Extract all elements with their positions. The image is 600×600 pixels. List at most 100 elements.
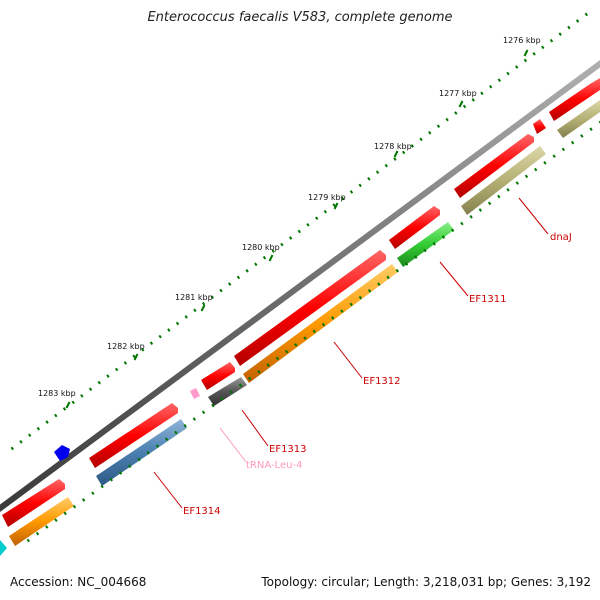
ruler-dot-inner — [164, 437, 169, 442]
gene-callouts — [153, 197, 549, 509]
ruler-dot-inner — [386, 275, 390, 280]
ruler-dots — [10, 12, 588, 451]
cds-outer-strand — [2, 78, 600, 527]
ruler-dot-inner — [63, 511, 67, 516]
ruler-dot — [141, 347, 145, 352]
accession-text: Accession: NC_004668 — [10, 575, 147, 589]
ruler-dot-inner — [118, 471, 123, 475]
ruler-dot-inner — [238, 383, 243, 388]
ruler-dot — [436, 124, 441, 128]
ruler-dot — [54, 413, 58, 418]
ruler-dot-inner — [395, 268, 399, 273]
ruler-dot-inner — [174, 430, 178, 435]
ruler-dot-inner — [423, 248, 427, 253]
gene-labels: dnaJ EF1311 EF1312 EF1313 tRNA-Leu-4 EF1… — [183, 232, 572, 517]
ruler-dot-inner — [321, 322, 326, 327]
ruler-dot — [219, 288, 223, 293]
ruler-dot-inner — [26, 538, 30, 543]
ruler-dot — [532, 52, 536, 56]
ruler-dot — [28, 433, 32, 438]
gene-tRNA-Leu-4 — [190, 388, 200, 399]
ruler-dot — [88, 387, 93, 392]
ruler-dot — [167, 328, 171, 332]
gene-EF1313 — [208, 377, 247, 406]
ruler-dot-inner — [54, 518, 58, 522]
ruler-dot-inner — [340, 309, 344, 313]
tick-label-1277: 1277 kbp — [439, 89, 477, 98]
label-EF1314: EF1314 — [183, 506, 221, 517]
cds-red-2 — [533, 119, 546, 134]
ruler-dot — [158, 334, 162, 339]
ruler-dot — [45, 420, 49, 424]
ruler-dot-inner — [331, 316, 335, 320]
kbp-tick-2 — [393, 150, 399, 158]
ruler-dot — [10, 446, 14, 451]
callout-line-EF1314 — [153, 471, 183, 509]
ruler-dot — [262, 255, 267, 260]
ruler-dot — [497, 78, 501, 82]
blue-marker — [54, 445, 70, 461]
tick-label-1280: 1280 kbp — [242, 243, 280, 252]
ruler-dot-inner — [580, 134, 584, 138]
ruler-dot — [549, 38, 554, 43]
ruler-dot — [97, 380, 101, 385]
ruler-dot-inner — [266, 363, 270, 367]
ruler-dot — [228, 282, 232, 286]
ruler-dot-inner — [211, 403, 215, 408]
cds-inner-strand — [0, 100, 600, 556]
tick-label-1282: 1282 kbp — [107, 342, 145, 351]
ruler-dot — [401, 150, 406, 155]
ruler-dot-inner — [367, 289, 372, 293]
inner-ruler-dots — [26, 120, 600, 543]
ruler-dot — [419, 137, 423, 142]
ruler-dot-inner — [128, 464, 132, 469]
ruler-dot — [210, 295, 214, 299]
ruler-dot-inner — [183, 423, 187, 428]
ruler-dot-inner — [303, 336, 307, 340]
ruler-dot-inner — [506, 188, 510, 192]
callout-line-tRNA — [219, 427, 247, 463]
ruler-dot-inner — [570, 140, 575, 145]
label-EF1313: EF1313 — [269, 444, 307, 455]
ruler-dot-inner — [469, 214, 473, 219]
callout-line-dnaJ — [518, 197, 549, 235]
ruler-dot — [349, 190, 354, 194]
genome-summary-text: Topology: circular; Length: 3,218,031 bp… — [261, 575, 591, 589]
ruler-dot-inner — [552, 154, 556, 158]
ruler-dot — [184, 315, 188, 319]
ruler-dot-inner — [312, 329, 316, 334]
ruler-dot — [506, 71, 510, 76]
kbp-tick-1 — [458, 100, 464, 108]
label-dnaJ: dnaJ — [550, 232, 572, 243]
ruler-dot — [480, 91, 484, 96]
ruler-dot-inner — [441, 235, 446, 239]
ruler-dot — [245, 269, 249, 273]
tick-label-1279: 1279 kbp — [308, 193, 346, 202]
ruler-dot-inner — [478, 208, 483, 212]
ruler-dot — [445, 117, 449, 122]
ruler-dot-inner — [524, 174, 529, 179]
ruler-dot — [575, 19, 580, 23]
gene-EF1312 — [243, 264, 398, 383]
ruler-dot-inner — [220, 397, 224, 401]
ruler-dot-inner — [109, 477, 113, 482]
ruler-dot — [384, 163, 388, 168]
ruler-dot — [454, 111, 458, 115]
ruler-dot-inner — [432, 241, 436, 246]
ruler-dot-inner — [414, 255, 418, 260]
cds-red-3 — [454, 134, 534, 198]
ruler-dot-inner — [358, 295, 363, 300]
ruler-dot — [175, 321, 180, 326]
kbp-tick-0 — [523, 49, 529, 57]
ruler-dot — [114, 367, 119, 372]
ruler-dot-inner — [201, 410, 206, 415]
ruler-dot — [375, 170, 380, 175]
ruler-dot — [271, 249, 275, 253]
cds-red-1 — [549, 78, 600, 121]
ruler-dot-inner — [460, 221, 464, 226]
kbp-tick-4 — [268, 254, 274, 262]
ruler-dot-inner — [543, 161, 547, 165]
kbp-tick-7 — [65, 401, 71, 409]
gene-EF1311 — [397, 222, 454, 267]
